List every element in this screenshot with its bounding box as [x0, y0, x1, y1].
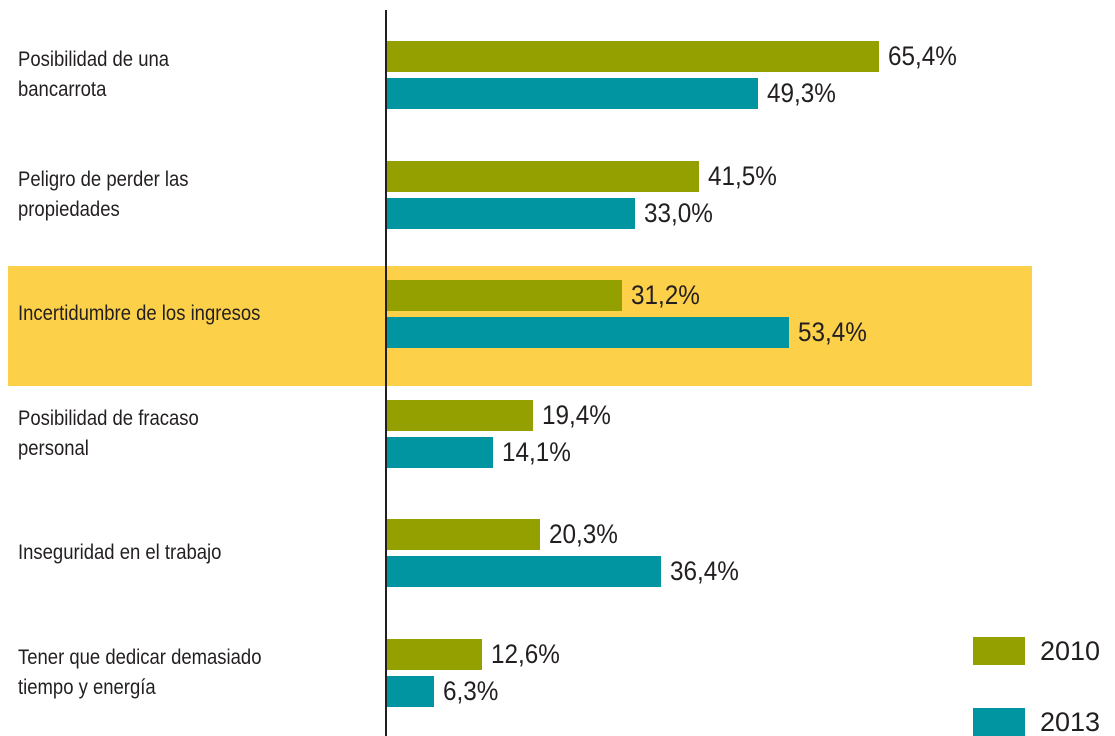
- category-label: personal: [18, 436, 89, 460]
- category-label: propiedades: [18, 197, 120, 221]
- value-label: 14,1%: [502, 436, 571, 467]
- bar: [387, 519, 540, 551]
- value-label: 20,3%: [548, 519, 618, 550]
- category-label: Incertidumbre de los ingresos: [18, 302, 261, 326]
- category-label: Inseguridad en el trabajo: [18, 541, 222, 565]
- value-label: 33,0%: [644, 197, 714, 228]
- legend-label: 2013: [1040, 707, 1101, 736]
- bar: [387, 639, 482, 670]
- bar: [387, 436, 494, 468]
- bar: [387, 317, 789, 349]
- value-label: 49,3%: [766, 78, 836, 108]
- value-label: 53,4%: [797, 317, 867, 348]
- category-label: bancarrota: [18, 78, 107, 101]
- legend-label: 2010: [1040, 636, 1101, 666]
- bar: [387, 78, 758, 109]
- bar: [387, 41, 879, 72]
- bar: [387, 280, 622, 312]
- bar: [387, 197, 636, 229]
- value-label: 36,4%: [669, 556, 739, 587]
- value-label: 31,2%: [630, 280, 700, 311]
- legend-swatch: [973, 637, 1025, 665]
- value-label: 65,4%: [887, 41, 957, 71]
- value-label: 19,4%: [541, 399, 611, 430]
- value-label: 12,6%: [490, 639, 560, 669]
- category-label: tiempo y energía: [18, 676, 156, 699]
- value-label: 41,5%: [708, 160, 777, 191]
- bar: [387, 676, 435, 707]
- bar: [387, 160, 700, 192]
- legend-swatch: [973, 708, 1025, 736]
- category-label: Posibilidad de una: [18, 48, 170, 71]
- category-label: Tener que dedicar demasiado: [18, 646, 262, 669]
- axis-line: [385, 10, 387, 736]
- bar: [387, 556, 661, 588]
- category-label: Peligro de perder las: [18, 167, 189, 191]
- value-label: 6,3%: [443, 676, 499, 706]
- category-label: Posibilidad de fracaso: [18, 406, 199, 430]
- bar: [387, 399, 533, 431]
